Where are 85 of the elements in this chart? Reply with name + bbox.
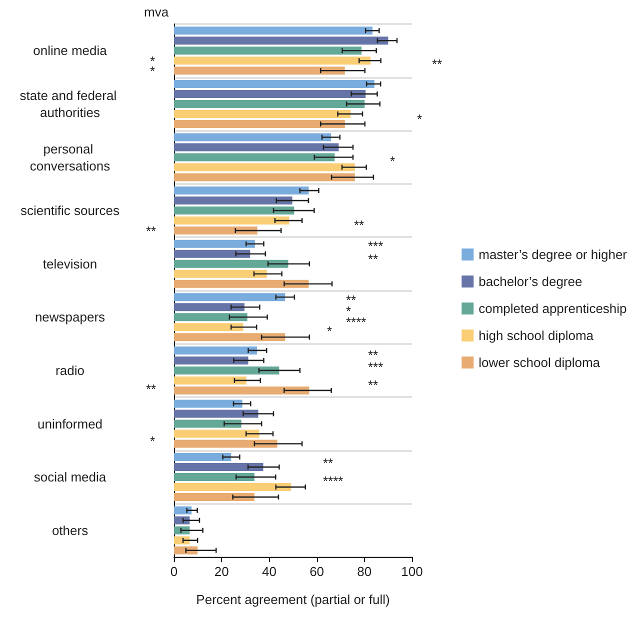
legend-label: completed apprenticeship <box>478 301 627 316</box>
x-tick-label: 100 <box>401 564 423 579</box>
bar <box>174 323 244 332</box>
y-tick-label: online media <box>33 43 108 58</box>
bar <box>174 313 248 322</box>
y-tick-label: newspapers <box>34 310 106 325</box>
annotation: **** <box>323 474 344 488</box>
x-tick-label: 80 <box>357 564 372 579</box>
annotation: ** <box>368 348 378 362</box>
x-tick-label: 20 <box>214 564 229 579</box>
text: ** <box>146 224 156 238</box>
legend-label: master’s degree or higher <box>478 247 628 262</box>
bar <box>174 173 355 182</box>
bar <box>174 473 254 482</box>
bar <box>174 356 248 364</box>
bar <box>174 430 260 438</box>
text: ** <box>432 56 442 72</box>
bar <box>174 250 250 258</box>
bar <box>174 153 335 162</box>
bar <box>174 506 192 514</box>
bar <box>174 100 365 108</box>
bar <box>174 366 280 374</box>
bar <box>174 376 246 384</box>
annotation: ** <box>368 378 378 392</box>
bar <box>174 410 258 418</box>
bar <box>174 143 339 152</box>
bar <box>174 400 242 408</box>
bar <box>174 90 366 98</box>
bar <box>174 66 345 75</box>
annotation: ** <box>323 456 334 470</box>
bar <box>174 420 242 428</box>
bar <box>174 483 292 492</box>
legend-label: high school diploma <box>478 328 594 343</box>
text: ** <box>146 382 156 396</box>
text: mva <box>144 4 170 20</box>
bar <box>174 463 264 472</box>
bar <box>174 303 244 312</box>
bar <box>174 453 232 462</box>
bar <box>174 333 286 342</box>
y-tick-label: scientific sources <box>20 203 120 218</box>
annotation: *** <box>368 238 384 254</box>
bar <box>174 270 267 278</box>
bar <box>174 216 290 225</box>
y-tick-label: state and federal authorities <box>20 88 120 120</box>
bar <box>174 280 309 288</box>
text: * <box>150 434 156 448</box>
bar <box>174 346 258 354</box>
bar <box>174 46 362 55</box>
bar <box>174 186 309 195</box>
bar <box>174 196 292 205</box>
bar <box>174 163 355 172</box>
x-tick-label: 60 <box>310 564 324 579</box>
y-tick-label: others <box>52 522 89 538</box>
bar <box>174 293 286 302</box>
bar <box>174 386 310 394</box>
y-tick-label: social media <box>34 470 107 485</box>
annotation: * <box>327 324 332 338</box>
bar <box>174 110 351 118</box>
bar <box>174 206 294 215</box>
bar <box>174 56 371 65</box>
x-tick-label: 40 <box>262 564 276 579</box>
bar <box>174 226 258 235</box>
y-tick-label: television <box>42 256 98 272</box>
text: * <box>150 64 156 78</box>
bar <box>174 120 345 128</box>
legend-label: lower school diploma <box>478 355 601 370</box>
bar <box>174 440 278 448</box>
y-tick-label: personal conversations <box>30 141 111 174</box>
annotation: ** <box>354 218 364 232</box>
legend-label: bachelor’s degree <box>478 274 582 289</box>
annotation: *** <box>368 360 384 374</box>
text: * <box>417 112 422 126</box>
bar <box>174 493 254 502</box>
annotation: ** <box>368 252 378 266</box>
x-tick-label: 0 <box>170 564 178 579</box>
bar <box>174 26 372 35</box>
bar <box>174 133 332 142</box>
bar <box>174 36 388 45</box>
bar <box>174 240 255 248</box>
y-tick-label: uninformed <box>37 416 103 432</box>
bar <box>174 80 374 88</box>
annotation: * <box>390 154 396 168</box>
x-axis-title: Percent agreement (partial or full) <box>196 592 390 607</box>
y-tick-label: radio <box>56 362 84 378</box>
bar <box>174 260 288 268</box>
